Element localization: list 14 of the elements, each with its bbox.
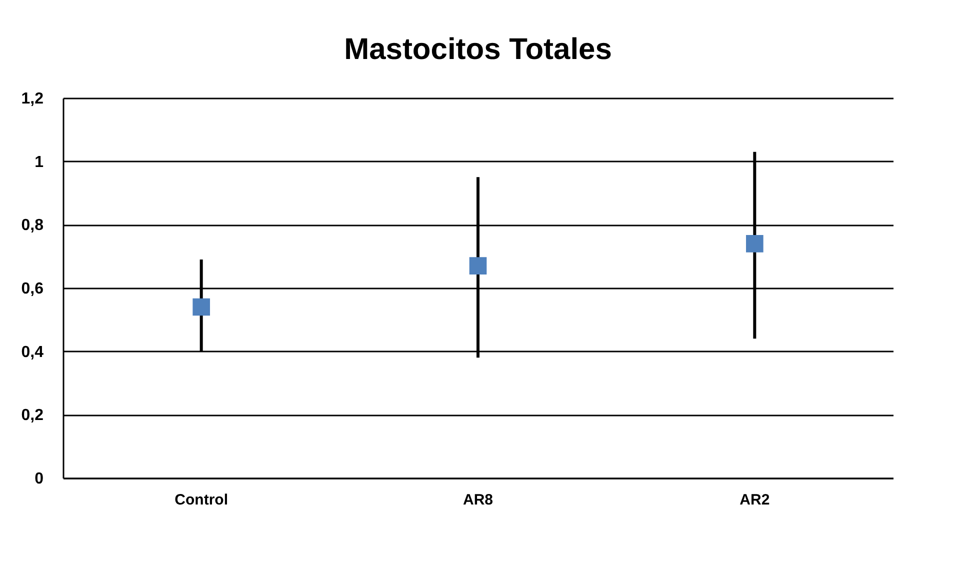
y-tick-label: 1,2 <box>21 90 44 108</box>
chart-title: Mastocitos Totales <box>344 33 612 66</box>
y-tick-label: 1 <box>34 154 44 171</box>
y-tick-label: 0,4 <box>21 344 44 361</box>
x-tick-label: AR2 <box>740 492 770 508</box>
point <box>469 257 487 274</box>
y-tick-label: 0 <box>34 470 44 488</box>
point <box>746 235 764 252</box>
x-tick-label: AR8 <box>462 492 494 508</box>
y-tick-label: 0,2 <box>21 407 44 424</box>
y-tick-label: 0,8 <box>21 217 44 234</box>
x-tick-label: Control <box>174 492 228 508</box>
point <box>192 298 210 316</box>
y-tick-label: 0,6 <box>21 280 44 298</box>
